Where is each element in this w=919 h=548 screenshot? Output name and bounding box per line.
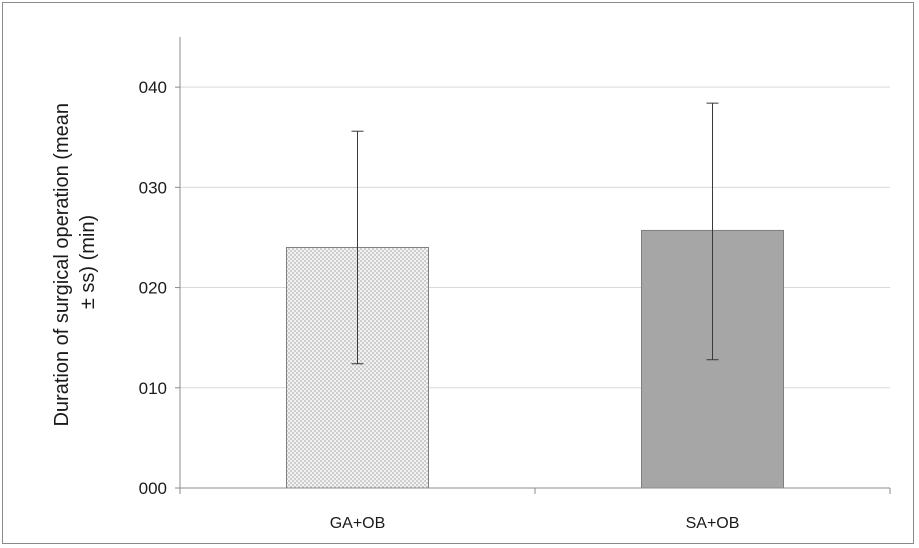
- y-axis-title-line2: ± ss) (min): [77, 215, 99, 309]
- error-bars: [351, 102, 719, 365]
- y-axis-title-line1: Duration of surgical operation (mean: [51, 103, 73, 427]
- y-axis-title: Duration of surgical operation (mean ± s…: [51, 97, 99, 426]
- y-tick-label: 030: [139, 178, 167, 197]
- x-category-label: GA+OB: [330, 515, 386, 532]
- y-tick-label: 040: [139, 78, 167, 97]
- tick-labels: 000 010 020 030 040 GA+OB SA+OB: [139, 78, 740, 532]
- bars: [286, 229, 784, 489]
- y-tick-label: 000: [139, 479, 167, 498]
- axes: [175, 37, 891, 494]
- y-tick-label: 020: [139, 279, 167, 298]
- y-tick-label: 010: [139, 379, 167, 398]
- x-category-label: SA+OB: [686, 515, 740, 532]
